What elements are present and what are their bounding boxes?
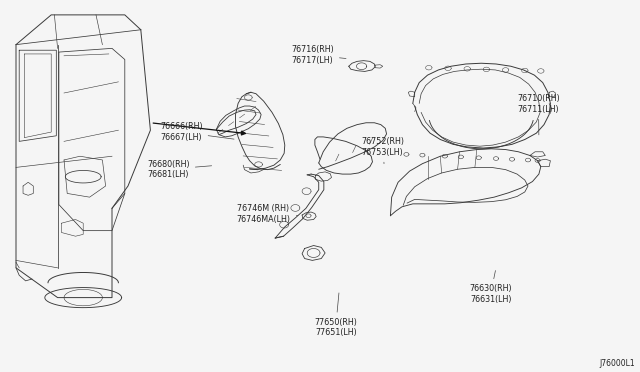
- Text: 76666(RH)
76667(LH): 76666(RH) 76667(LH): [160, 122, 234, 142]
- Text: 76680(RH)
76681(LH): 76680(RH) 76681(LH): [147, 160, 212, 179]
- Text: 77650(RH)
77651(LH): 77650(RH) 77651(LH): [314, 293, 357, 337]
- Text: 76716(RH)
76717(LH): 76716(RH) 76717(LH): [291, 45, 346, 65]
- Text: 76630(RH)
76631(LH): 76630(RH) 76631(LH): [469, 270, 512, 304]
- Text: 76752(RH)
76753(LH): 76752(RH) 76753(LH): [362, 137, 404, 164]
- Text: 76746M (RH)
76746MA(LH): 76746M (RH) 76746MA(LH): [237, 204, 298, 224]
- Text: J76000L1: J76000L1: [600, 359, 635, 368]
- Text: 76710(RH)
76711(LH): 76710(RH) 76711(LH): [517, 94, 560, 135]
